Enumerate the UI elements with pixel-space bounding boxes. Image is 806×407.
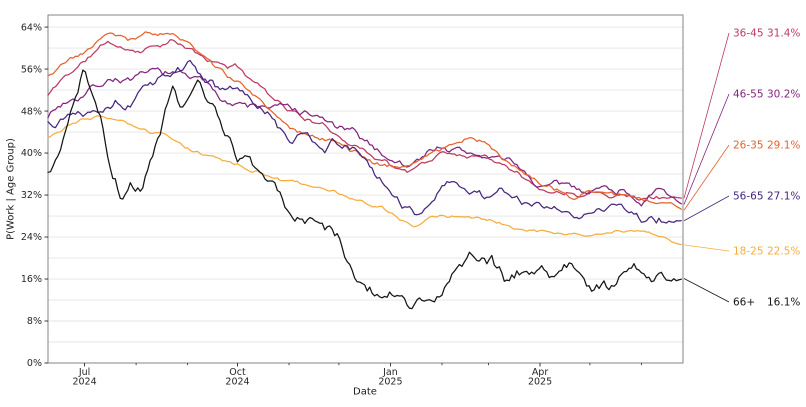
series-line-46-55 <box>47 67 682 207</box>
end-label-18-25: 18-25 22.5% <box>733 246 800 258</box>
x-tick-label-month: Jul <box>78 367 90 378</box>
y-tick-label: 16% <box>21 274 42 285</box>
leader-line-66+ <box>683 278 730 303</box>
leader-line-46-55 <box>683 93 730 205</box>
end-label-56-65: 56-65 27.1% <box>733 191 800 203</box>
x-tick-label-year: 2024 <box>72 377 96 388</box>
x-tick-label-year: 2025 <box>378 377 402 388</box>
series-line-18-25 <box>47 115 682 246</box>
y-tick-label: 64% <box>21 22 42 33</box>
y-tick-label: 8% <box>27 316 42 327</box>
series-line-56-65 <box>47 59 682 224</box>
x-tick-label-year: 2024 <box>225 377 249 388</box>
leader-line-18-25 <box>683 244 730 252</box>
end-label-46-55: 46-55 30.2% <box>733 89 800 101</box>
y-tick-label: 56% <box>21 64 42 75</box>
x-tick-label-month: Jan <box>382 367 398 378</box>
series-line-66+ <box>47 69 682 310</box>
y-tick-label: 24% <box>21 232 42 243</box>
series-line-26-35 <box>47 31 682 210</box>
x-tick-label-year: 2025 <box>528 377 552 388</box>
x-tick-label-month: Apr <box>532 367 549 378</box>
leader-line-26-35 <box>683 144 730 211</box>
y-axis-title: P(Work | Age Group) <box>5 138 17 240</box>
leader-line-56-65 <box>683 195 730 222</box>
y-tick-label: 0% <box>27 358 42 369</box>
end-label-26-35: 26-35 29.1% <box>733 140 800 152</box>
y-tick-label: 40% <box>21 148 42 159</box>
series-line-36-45 <box>47 39 682 201</box>
end-label-66+: 66+ 16.1% <box>733 297 800 309</box>
x-tick-label-month: Oct <box>229 367 246 378</box>
y-tick-label: 48% <box>21 106 42 117</box>
x-axis-title: Date <box>353 386 377 398</box>
leader-line-36-45 <box>683 32 730 199</box>
plot-border <box>47 14 684 364</box>
y-tick-label: 32% <box>21 190 42 201</box>
end-label-36-45: 36-45 31.4% <box>733 28 800 40</box>
